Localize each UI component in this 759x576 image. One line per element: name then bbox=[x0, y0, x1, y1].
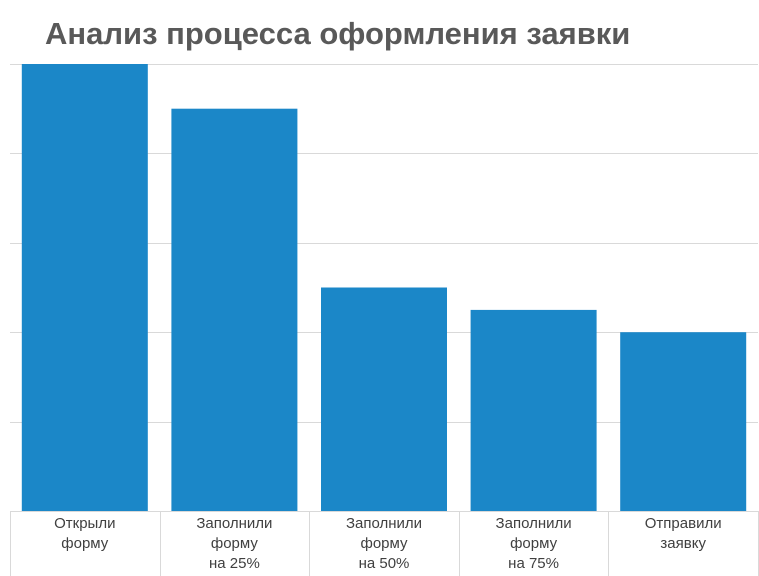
x-tick-label-line: Отправили bbox=[644, 515, 722, 532]
x-tick-label-line: форму bbox=[61, 535, 109, 552]
x-tick-label-line: форму bbox=[360, 535, 408, 552]
x-tick-label-line: Заполнили bbox=[495, 515, 572, 532]
bar-5 bbox=[620, 332, 747, 511]
x-tick-label-line: Открыли bbox=[54, 515, 116, 532]
x-tick-label-line: Заполнили bbox=[345, 515, 423, 532]
x-tick-label-line: заявку bbox=[660, 535, 706, 552]
x-tick-label-line: на 25% bbox=[208, 555, 260, 572]
x-tick-label: Заполнили форму на 75% bbox=[460, 514, 608, 574]
bar-2 bbox=[171, 108, 298, 511]
x-tick-label: Заполнили форму на 50% bbox=[310, 514, 458, 574]
x-tick-label-line: на 75% bbox=[508, 555, 559, 572]
chart-title: Анализ процесса оформления заявки bbox=[45, 16, 631, 51]
x-tick-label-line: Заполнили bbox=[196, 515, 273, 532]
x-tick-label: Открыли форму bbox=[11, 514, 159, 554]
bar-4 bbox=[470, 309, 597, 511]
x-tick-label-line: форму bbox=[210, 535, 258, 552]
x-tick-label-line: форму bbox=[510, 535, 558, 552]
x-tick-label: Отправили заявку bbox=[609, 514, 757, 554]
bar-3 bbox=[321, 287, 447, 511]
x-tick-label: Заполнили форму на 25% bbox=[160, 514, 308, 574]
bars bbox=[21, 64, 747, 511]
x-axis bbox=[10, 511, 759, 576]
bar-1 bbox=[21, 64, 148, 511]
x-tick-label-line: на 50% bbox=[358, 555, 410, 572]
